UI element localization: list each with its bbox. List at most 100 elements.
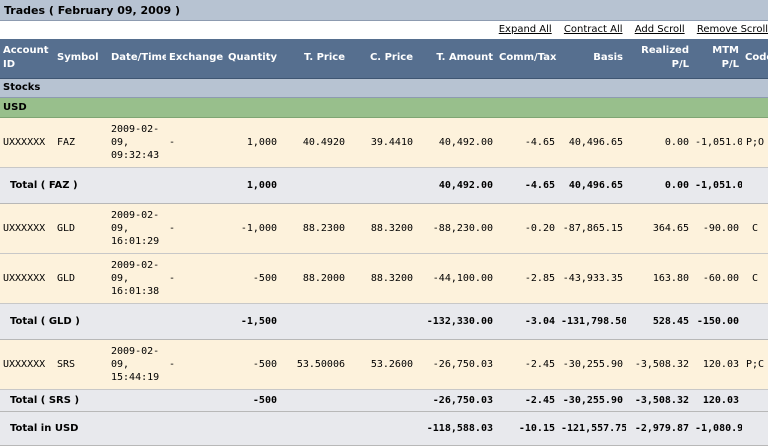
subtotal-label: Total ( SRS ) [0, 389, 224, 412]
expand-all-link[interactable]: Expand All [498, 24, 552, 35]
cell-code: C [742, 203, 768, 254]
add-scroll-link[interactable]: Add Scroll [634, 24, 685, 35]
cell-c-price [348, 411, 416, 446]
cell-code [742, 303, 768, 340]
trades-table: Account ID Symbol Date/Time Exchange Qua… [0, 39, 768, 446]
cell-t-price [280, 389, 348, 412]
cell-account: UXXXXXX [0, 117, 54, 168]
cell-t-price [280, 303, 348, 340]
cell-basis: -121,557.75 [558, 411, 626, 446]
cell-comm-tax: -3.04 [496, 303, 558, 340]
col-quantity[interactable]: Quantity [224, 39, 280, 79]
cell-exchange: - [166, 117, 224, 168]
col-code[interactable]: Code [742, 39, 768, 79]
cell-c-price [348, 303, 416, 340]
cell-symbol: GLD [54, 253, 108, 304]
subtotal-label: Total ( GLD ) [0, 303, 224, 340]
cell-code [742, 167, 768, 204]
cell-realized: 163.80 [626, 253, 692, 304]
cell-mtm: -90.00 [692, 203, 742, 254]
cell-t-price [280, 167, 348, 204]
cell-code: P;C [742, 339, 768, 390]
cell-mtm: 120.03 [692, 389, 742, 412]
cell-mtm: -1,051.00 [692, 167, 742, 204]
cell-basis: -87,865.15 [558, 203, 626, 254]
col-account-id[interactable]: Account ID [0, 39, 54, 79]
cell-symbol: SRS [54, 339, 108, 390]
section-label: USD [0, 97, 768, 118]
cell-comm-tax: -2.45 [496, 339, 558, 390]
col-symbol[interactable]: Symbol [54, 39, 108, 79]
cell-symbol: GLD [54, 203, 108, 254]
col-comm-tax[interactable]: Comm/Tax [496, 39, 558, 79]
table-row: UXXXXXX GLD 2009-02-09, 16:01:29 - -1,00… [0, 203, 768, 254]
section-header-usd[interactable]: USD [0, 97, 768, 118]
cell-c-price: 88.3200 [348, 203, 416, 254]
cell-mtm: -1,080.97 [692, 411, 742, 446]
col-basis[interactable]: Basis [558, 39, 626, 79]
cell-code [742, 411, 768, 446]
cell-t-amount: -26,750.03 [416, 339, 496, 390]
cell-code [742, 389, 768, 412]
cell-account: UXXXXXX [0, 203, 54, 254]
cell-c-price: 53.2600 [348, 339, 416, 390]
report-title: Trades ( February 09, 2009 ) [0, 0, 768, 21]
table-row: UXXXXXX SRS 2009-02-09, 15:44:19 - -500 … [0, 339, 768, 390]
cell-basis: 40,496.65 [558, 167, 626, 204]
cell-t-amount: 40,492.00 [416, 117, 496, 168]
col-c-price[interactable]: C. Price [348, 39, 416, 79]
cell-quantity: -500 [224, 339, 280, 390]
cell-code: C [742, 253, 768, 304]
cell-comm-tax: -10.15 [496, 411, 558, 446]
cell-realized: 0.00 [626, 117, 692, 168]
col-mtm-pl[interactable]: MTM P/L [692, 39, 742, 79]
cell-exchange: - [166, 253, 224, 304]
cell-c-price: 39.4410 [348, 117, 416, 168]
cell-realized: 0.00 [626, 167, 692, 204]
cell-realized: 528.45 [626, 303, 692, 340]
cell-realized: -2,979.87 [626, 411, 692, 446]
table-controls: Expand All Contract All Add Scroll Remov… [0, 21, 768, 39]
cell-basis: -131,798.50 [558, 303, 626, 340]
cell-quantity [224, 411, 280, 446]
cell-mtm: 120.03 [692, 339, 742, 390]
grand-total-row: Total in USD -118,588.03 -10.15 -121,557… [0, 411, 768, 446]
cell-quantity: -500 [224, 253, 280, 304]
cell-t-price: 88.2000 [280, 253, 348, 304]
cell-basis: -30,255.90 [558, 339, 626, 390]
cell-quantity: -1,500 [224, 303, 280, 340]
cell-comm-tax: -2.45 [496, 389, 558, 412]
cell-account: UXXXXXX [0, 253, 54, 304]
cell-realized: -3,508.32 [626, 389, 692, 412]
cell-t-amount: -132,330.00 [416, 303, 496, 340]
cell-mtm: -60.00 [692, 253, 742, 304]
table-row: UXXXXXX GLD 2009-02-09, 16:01:38 - -500 … [0, 253, 768, 304]
cell-exchange: - [166, 339, 224, 390]
remove-scroll-link[interactable]: Remove Scroll [696, 24, 768, 35]
cell-c-price [348, 389, 416, 412]
cell-c-price [348, 167, 416, 204]
cell-comm-tax: -4.65 [496, 117, 558, 168]
cell-t-amount: -26,750.03 [416, 389, 496, 412]
cell-exchange: - [166, 203, 224, 254]
section-label: Stocks [0, 78, 768, 98]
col-t-price[interactable]: T. Price [280, 39, 348, 79]
cell-quantity: -500 [224, 389, 280, 412]
cell-basis: -43,933.35 [558, 253, 626, 304]
col-realized-pl[interactable]: Realized P/L [626, 39, 692, 79]
col-datetime[interactable]: Date/Time [108, 39, 166, 79]
section-header-stocks[interactable]: Stocks [0, 78, 768, 98]
cell-comm-tax: -2.85 [496, 253, 558, 304]
col-t-amount[interactable]: T. Amount [416, 39, 496, 79]
subtotal-label: Total ( FAZ ) [0, 167, 224, 204]
cell-mtm: -1,051.00 [692, 117, 742, 168]
contract-all-link[interactable]: Contract All [563, 24, 623, 35]
cell-realized: -3,508.32 [626, 339, 692, 390]
cell-t-price: 40.4920 [280, 117, 348, 168]
col-exchange[interactable]: Exchange [166, 39, 224, 79]
cell-datetime: 2009-02-09, 16:01:29 [108, 203, 166, 254]
cell-symbol: FAZ [54, 117, 108, 168]
cell-basis: -30,255.90 [558, 389, 626, 412]
cell-code: P;O [742, 117, 768, 168]
cell-basis: 40,496.65 [558, 117, 626, 168]
